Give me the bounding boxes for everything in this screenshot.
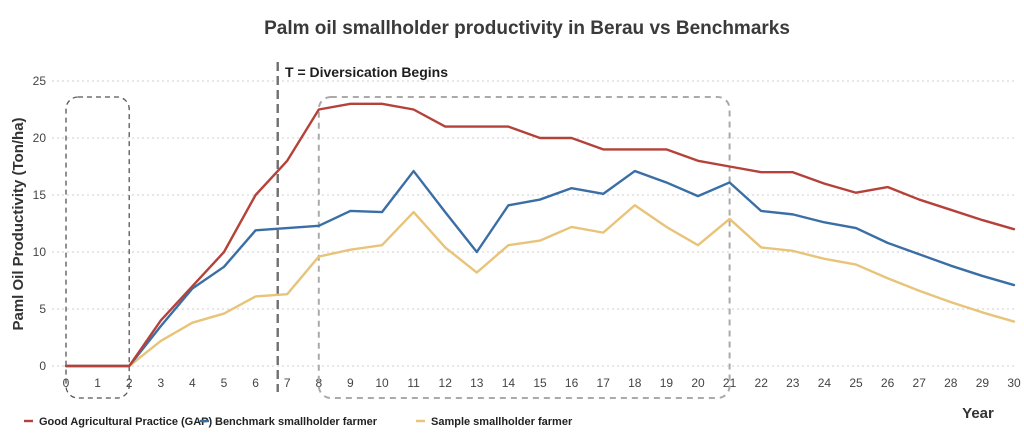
diversification-annotation-label: T = Diversication Begins bbox=[285, 64, 448, 80]
x-tick-label: 25 bbox=[849, 376, 863, 390]
early-years-highlight-box bbox=[65, 96, 130, 399]
annotation-layer bbox=[65, 62, 731, 399]
x-tick-label: 12 bbox=[439, 376, 453, 390]
x-tick-label: 21 bbox=[723, 376, 737, 390]
legend-label: Sample smallholder farmer bbox=[431, 416, 573, 428]
y-tick-label: 25 bbox=[33, 74, 47, 88]
y-tick-label: 15 bbox=[33, 188, 47, 202]
x-tick-label: 5 bbox=[221, 376, 228, 390]
series-line-2 bbox=[64, 204, 1016, 368]
x-tick-label: 9 bbox=[347, 376, 354, 390]
x-tick-label: 27 bbox=[913, 376, 927, 390]
x-tick-label: 15 bbox=[533, 376, 547, 390]
x-tick-labels: 0 1 2 3 4 5 6 7 8 9 10 11 12 13 14 15 16 17 18 19 20 21 22 23 24… bbox=[63, 376, 1021, 390]
y-tick-label: 0 bbox=[39, 359, 46, 373]
x-tick-label: 4 bbox=[189, 376, 196, 390]
x-tick-label: 14 bbox=[502, 376, 516, 390]
series-line-1 bbox=[64, 169, 1016, 368]
x-tick-label: 2 bbox=[126, 376, 133, 390]
x-tick-label: 22 bbox=[755, 376, 769, 390]
series-line-0 bbox=[64, 102, 1016, 368]
y-tick-labels: 0 5 10 15 20 25 bbox=[33, 74, 47, 373]
legend-label: Benchmark smallholder farmer bbox=[215, 416, 378, 428]
x-tick-label: 28 bbox=[944, 376, 958, 390]
x-tick-label: 16 bbox=[565, 376, 579, 390]
x-tick-label: 1 bbox=[94, 376, 101, 390]
x-tick-label: 26 bbox=[881, 376, 895, 390]
x-tick-label: 17 bbox=[597, 376, 611, 390]
x-tick-label: 18 bbox=[628, 376, 642, 390]
x-tick-label: 20 bbox=[691, 376, 705, 390]
chart-title: Palm oil smallholder productivity in Ber… bbox=[264, 18, 790, 39]
x-tick-label: 11 bbox=[407, 376, 420, 390]
x-tick-label: 19 bbox=[660, 376, 674, 390]
x-tick-label: 30 bbox=[1007, 376, 1021, 390]
y-tick-label: 5 bbox=[39, 302, 46, 316]
x-tick-label: 6 bbox=[252, 376, 259, 390]
x-tick-label: 7 bbox=[284, 376, 291, 390]
legend-label: Good Agricultural Practice (GAP) bbox=[39, 416, 213, 428]
x-tick-label: 24 bbox=[818, 376, 832, 390]
y-axis-label: Paml Oil Productivity (Ton/ha) bbox=[10, 117, 27, 330]
x-tick-label: 29 bbox=[976, 376, 990, 390]
x-tick-label: 23 bbox=[786, 376, 800, 390]
legend: Good Agricultural Practice (GAP) Benchmar… bbox=[24, 416, 573, 428]
x-tick-label: 3 bbox=[157, 376, 164, 390]
x-tick-label: 8 bbox=[315, 376, 322, 390]
grid-layer bbox=[52, 80, 1014, 367]
x-tick-label: 13 bbox=[470, 376, 484, 390]
series-layer bbox=[64, 102, 1016, 368]
y-tick-label: 20 bbox=[33, 131, 47, 145]
diversification-period-highlight-box bbox=[317, 96, 731, 399]
x-tick-label: 10 bbox=[375, 376, 389, 390]
x-axis-label: Year bbox=[962, 405, 994, 422]
y-tick-label: 10 bbox=[33, 245, 47, 259]
